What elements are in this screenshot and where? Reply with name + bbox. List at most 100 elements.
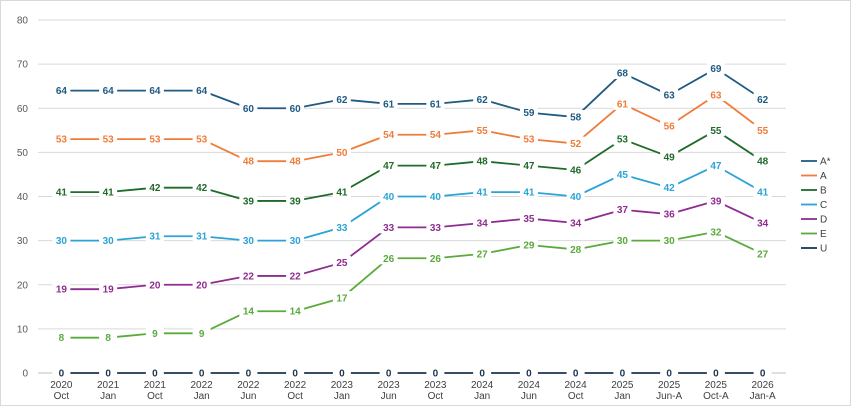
data-label: 62 — [477, 95, 489, 106]
data-labels: 64 64 64 64 60 60 62 61 61 62 59 58 68 63 69 62 53 53 53 53… — [52, 61, 772, 380]
data-label-bg — [239, 233, 258, 247]
data-label: 30 — [103, 236, 115, 247]
x-tick-label-year: 2022 — [284, 380, 307, 391]
data-label: 28 — [570, 245, 582, 256]
data-label: 68 — [617, 68, 629, 79]
data-label: 41 — [56, 188, 68, 199]
data-label: 58 — [570, 113, 582, 124]
data-label: 33 — [383, 223, 395, 234]
data-label: 61 — [430, 99, 442, 110]
data-label: 42 — [664, 183, 676, 194]
data-label-bg — [52, 282, 71, 296]
y-tick-label: 80 — [17, 16, 29, 27]
data-label: 56 — [664, 121, 676, 132]
x-tick-label-month: Jan — [100, 391, 116, 402]
x-axis: 2020Oct2021Jan2021Oct2022Jan2022Jun2022O… — [38, 372, 786, 402]
y-tick-label: 20 — [17, 280, 29, 291]
data-label: 45 — [617, 170, 629, 181]
data-label-bg — [613, 132, 632, 146]
data-label: 64 — [149, 86, 161, 97]
data-label: 0 — [479, 369, 485, 380]
data-label-bg — [192, 132, 211, 146]
data-label: 9 — [152, 329, 158, 340]
legend-label: D — [820, 215, 827, 226]
data-label: 0 — [152, 369, 158, 380]
data-label: 30 — [290, 236, 302, 247]
data-label: 55 — [710, 126, 722, 137]
x-tick-label-year: 2021 — [97, 380, 120, 391]
data-label-bg — [753, 92, 772, 106]
data-label-bg — [52, 233, 71, 247]
data-label-bg — [660, 149, 679, 163]
data-label-bg — [753, 154, 772, 168]
data-label-bg — [332, 92, 351, 106]
data-label: 9 — [199, 329, 205, 340]
data-label-bg — [239, 101, 258, 115]
data-label-bg — [332, 145, 351, 159]
data-label-bg — [145, 83, 164, 97]
data-label-bg — [613, 167, 632, 181]
data-label-bg — [239, 154, 258, 168]
data-label-bg — [286, 268, 305, 282]
x-tick-label-year: 2023 — [424, 380, 447, 391]
data-label: 54 — [383, 130, 395, 141]
data-label-bg — [706, 123, 725, 137]
data-label: 47 — [430, 161, 442, 172]
x-tick-label-year: 2026 — [752, 380, 775, 391]
data-label-bg — [519, 132, 538, 146]
data-label: 63 — [664, 91, 676, 102]
data-label: 53 — [103, 135, 115, 146]
data-label-bg — [753, 366, 772, 379]
data-label-bg — [52, 366, 71, 379]
x-tick-label-month: Oct — [147, 391, 163, 402]
data-label: 0 — [666, 369, 672, 380]
data-label-bg — [566, 366, 585, 379]
data-label: 27 — [757, 249, 769, 260]
data-label: 54 — [430, 130, 442, 141]
data-label-bg — [379, 366, 398, 379]
data-label: 61 — [383, 99, 395, 110]
data-label-bg — [145, 229, 164, 243]
data-label: 17 — [336, 293, 348, 304]
data-label: 42 — [196, 183, 208, 194]
data-label-bg — [566, 110, 585, 124]
x-tick-label-month: Oct — [568, 391, 584, 402]
data-label: 55 — [757, 126, 769, 137]
data-label-bg — [99, 233, 118, 247]
data-label-bg — [286, 304, 305, 318]
data-label-bg — [52, 185, 71, 199]
data-label-bg — [332, 185, 351, 199]
data-label: 34 — [570, 218, 582, 229]
data-label-bg — [99, 185, 118, 199]
data-label: 30 — [617, 236, 629, 247]
data-label: 62 — [336, 95, 348, 106]
data-label-bg — [706, 61, 725, 75]
data-label-bg — [192, 229, 211, 243]
data-label-bg — [660, 88, 679, 102]
data-label: 34 — [477, 218, 489, 229]
x-tick-label-month: Oct — [428, 391, 444, 402]
data-label-bg — [52, 132, 71, 146]
x-tick-label-month: Jan — [334, 391, 350, 402]
y-tick-label: 10 — [17, 324, 29, 335]
data-label-bg — [473, 215, 492, 229]
data-label: 48 — [757, 157, 769, 168]
data-label-bg — [473, 185, 492, 199]
data-label-bg — [706, 224, 725, 238]
data-label-bg — [706, 193, 725, 207]
data-label-bg — [473, 92, 492, 106]
data-label-bg — [660, 366, 679, 379]
data-label-bg — [706, 366, 725, 379]
data-label-bg — [706, 158, 725, 172]
y-tick-label: 70 — [17, 60, 29, 71]
data-label: 52 — [570, 139, 582, 150]
data-label-bg — [379, 189, 398, 203]
data-label: 22 — [290, 271, 302, 282]
data-label-bg — [379, 96, 398, 110]
data-label: 0 — [105, 369, 111, 380]
data-label-bg — [192, 326, 211, 340]
y-tick-label: 40 — [17, 192, 29, 203]
data-label-bg — [613, 366, 632, 379]
data-label: 69 — [710, 64, 722, 75]
